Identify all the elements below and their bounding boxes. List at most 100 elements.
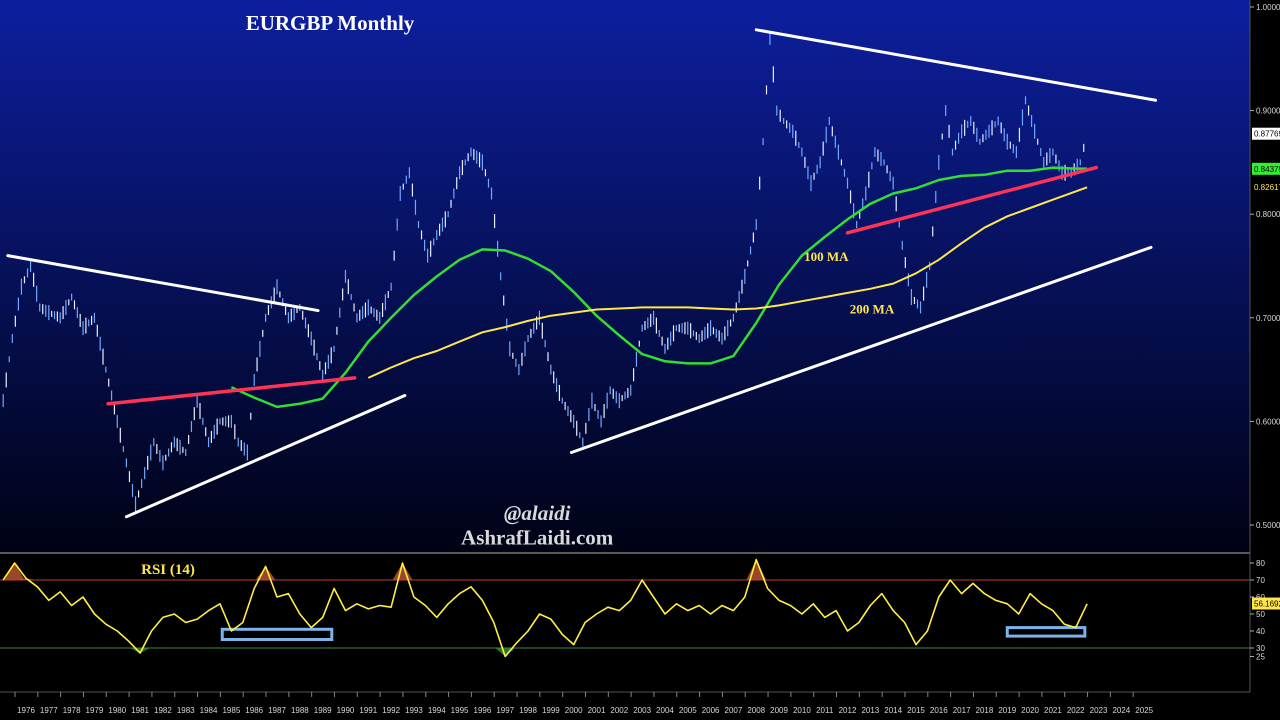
trendline (569, 245, 1153, 454)
x-tick-label: 2023 (1090, 706, 1108, 715)
x-tick-label: 2017 (953, 706, 971, 715)
x-tick-label: 1982 (154, 706, 172, 715)
x-tick-label: 2024 (1112, 706, 1130, 715)
x-tick-label: 1978 (63, 706, 81, 715)
rsi-y-tick-label: 25 (1256, 653, 1265, 662)
x-tick-label: 2019 (998, 706, 1016, 715)
annotation-label: AshrafLaidi.com (461, 526, 614, 550)
x-tick-label: 1979 (86, 706, 104, 715)
rsi-highlight-layer (220, 626, 1087, 641)
x-tick-label: 1997 (496, 706, 514, 715)
x-tick-label: 1991 (359, 706, 377, 715)
x-tick-label: 2022 (1067, 706, 1085, 715)
price-panel-background (0, 0, 1250, 552)
price-y-tick-label: 0.50000 (1256, 521, 1280, 530)
x-tick-label: 2015 (907, 706, 925, 715)
x-tick-label: 1995 (451, 706, 469, 715)
x-tick-label: 2009 (770, 706, 788, 715)
x-tick-label: 2007 (725, 706, 743, 715)
price-tag-box (1252, 181, 1280, 194)
price-tag-box (1252, 597, 1280, 610)
price-tag-label: 0.82617 (1254, 183, 1280, 192)
price-tag-box (1252, 127, 1280, 140)
x-tick-label: 1976 (17, 706, 35, 715)
x-tick-label: 1989 (314, 706, 332, 715)
x-tick-label: 2010 (793, 706, 811, 715)
x-tick-label: 2008 (747, 706, 765, 715)
rsi-panel-background (0, 554, 1250, 692)
x-tick-label: 2001 (588, 706, 606, 715)
x-tick-label: 1993 (405, 706, 423, 715)
rsi-y-tick-label: 60 (1256, 593, 1265, 602)
price-tag-label: 56.1692 (1254, 600, 1280, 609)
x-tick-label: 2014 (884, 706, 902, 715)
x-axis: 1976 1977 1978 1979 1980 1981 1982 1983 1984 1985… (14, 692, 1154, 715)
x-tick-label: 2006 (702, 706, 720, 715)
x-tick-label: 1977 (40, 706, 58, 715)
x-tick-label: 1985 (222, 706, 240, 715)
x-tick-label: 1986 (245, 706, 263, 715)
x-tick-label: 2021 (1044, 706, 1062, 715)
x-tick-label: 2011 (816, 706, 834, 715)
x-tick-label: 2003 (633, 706, 651, 715)
x-tick-label: 1992 (382, 706, 400, 715)
x-tick-label: 1984 (200, 706, 218, 715)
rsi-y-tick-label: 40 (1256, 627, 1265, 636)
x-tick-label: 2018 (976, 706, 994, 715)
x-tick-label: 1988 (291, 706, 309, 715)
x-tick-label: 2005 (679, 706, 697, 715)
price-tag-box (1252, 162, 1280, 175)
rsi-overbought-fill (4, 563, 25, 580)
annotation-label: @alaidi (504, 501, 571, 525)
x-tick-label: 2000 (565, 706, 583, 715)
price-tag-label: 0.84379 (1254, 165, 1280, 174)
trendline-layer (6, 28, 1158, 519)
trendline (754, 28, 1158, 102)
rsi-levels (0, 579, 1250, 649)
rsi-y-tick-label: 50 (1256, 610, 1265, 619)
x-tick-label: 2012 (839, 706, 857, 715)
rsi-highlight-box (220, 627, 334, 641)
rsi-y-tick-label: 80 (1256, 559, 1265, 568)
x-tick-label: 1999 (542, 706, 560, 715)
x-tick-label: 1981 (131, 706, 149, 715)
ma-100-line (230, 166, 1088, 409)
x-tick-label: 2016 (930, 706, 948, 715)
trendline (124, 394, 407, 519)
rsi-y-tick-label: 30 (1256, 644, 1265, 653)
x-tick-label: 1980 (108, 706, 126, 715)
price-tag-label: 0.87769 (1254, 130, 1280, 139)
x-tick-label: 1998 (519, 706, 537, 715)
rsi-line (2, 558, 1088, 658)
x-tick-label: 2025 (1135, 706, 1153, 715)
ma-200-line (367, 186, 1088, 379)
price-series-layer (2, 31, 1088, 513)
x-tick-label: 2004 (656, 706, 674, 715)
x-tick-label: 2020 (1021, 706, 1039, 715)
x-tick-label: 2002 (610, 706, 628, 715)
x-tick-label: 1987 (268, 706, 286, 715)
x-tick-label: 1990 (337, 706, 355, 715)
x-tick-label: 1994 (428, 706, 446, 715)
annotation-label: 200 MA (850, 302, 895, 317)
x-tick-label: 1983 (177, 706, 195, 715)
rsi-highlight-box (1005, 626, 1087, 638)
x-tick-label: 1996 (474, 706, 492, 715)
chart-title: EURGBP Monthly (246, 11, 415, 35)
rsi-oversold-fill (130, 648, 151, 654)
annotation-label: 100 MA (804, 249, 849, 264)
trendline (845, 165, 1099, 235)
trendline (6, 254, 320, 313)
rsi-y-tick-label: 70 (1256, 576, 1265, 585)
rsi-title: RSI (14) (141, 562, 195, 578)
price-tags: 0.87769 0.84379 0.82617 56.1692 (1252, 127, 1280, 610)
rsi-series-layer (2, 558, 1088, 658)
